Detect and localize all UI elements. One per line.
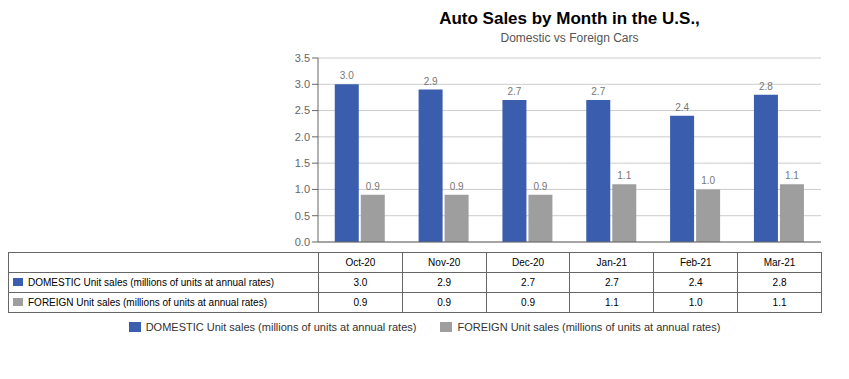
html-text:DOMESTIC Unit sales (millions: DOMESTIC Unit sales (millions of units a… (28, 277, 275, 288)
svg-text:0.9: 0.9 (366, 181, 380, 192)
html-text:Nov-20: Nov-20 (428, 257, 461, 268)
html-text:Mar-21: Mar-21 (763, 257, 796, 268)
html-text:Jan-21: Jan-21 (596, 257, 628, 268)
html-text:Dec-20: Dec-20 (511, 257, 545, 268)
html-text:Domestic vs Foreign Cars: Domestic vs Foreign Cars (500, 31, 639, 45)
html-text:1.1: 1.1 (604, 297, 619, 308)
html-text:2.7: 2.7 (521, 277, 535, 288)
html-text:2.4: 2.4 (688, 277, 703, 288)
html-text:1.0: 1.0 (688, 297, 703, 308)
html-text:FOREIGN Unit sales (millions o: FOREIGN Unit sales (millions of units at… (28, 297, 267, 308)
svg-text:2.7: 2.7 (507, 86, 521, 97)
svg-text:1.1: 1.1 (617, 170, 631, 181)
html-text:FOREIGN Unit sales (millions o: FOREIGN Unit sales (millions of units at… (457, 321, 721, 333)
html-text:2.9: 2.9 (437, 277, 452, 288)
svg-text:0.9: 0.9 (450, 181, 464, 192)
html-text:DOMESTIC Unit sales (millions: DOMESTIC Unit sales (millions of units a… (145, 321, 417, 333)
html-text:2.8: 2.8 (772, 277, 787, 288)
svg-text:1.1: 1.1 (785, 170, 799, 181)
html-text:0.9: 0.9 (437, 297, 452, 308)
svg-text:2.9: 2.9 (424, 76, 438, 87)
html-text:3.0: 3.0 (353, 277, 368, 288)
html-text:Auto Sales by Month in the U.S: Auto Sales by Month in the U.S., (439, 9, 700, 28)
svg-text:0.5: 0.5 (295, 210, 310, 222)
svg-text:1.0: 1.0 (295, 183, 310, 195)
svg-text:0.9: 0.9 (533, 181, 547, 192)
svg-text:2.8: 2.8 (759, 81, 773, 92)
svg-text:2.0: 2.0 (295, 131, 310, 143)
svg-text:3.5: 3.5 (295, 52, 310, 64)
html-text:0.9: 0.9 (353, 297, 368, 308)
html-text:0.9: 0.9 (521, 297, 535, 308)
svg-text:0.0: 0.0 (295, 236, 310, 246)
html-text:Oct-20: Oct-20 (345, 257, 376, 268)
svg-text:2.4: 2.4 (675, 102, 689, 113)
html-text:1.1: 1.1 (772, 297, 787, 308)
svg-text:3.0: 3.0 (295, 78, 310, 90)
html-text:2.7: 2.7 (604, 277, 619, 288)
svg-text:2.5: 2.5 (295, 104, 310, 116)
svg-text:1.5: 1.5 (295, 157, 310, 169)
svg-text:3.0: 3.0 (340, 70, 354, 81)
svg-text:1.0: 1.0 (701, 175, 715, 186)
html-text:Feb-21: Feb-21 (679, 257, 712, 268)
svg-text:2.7: 2.7 (591, 86, 605, 97)
